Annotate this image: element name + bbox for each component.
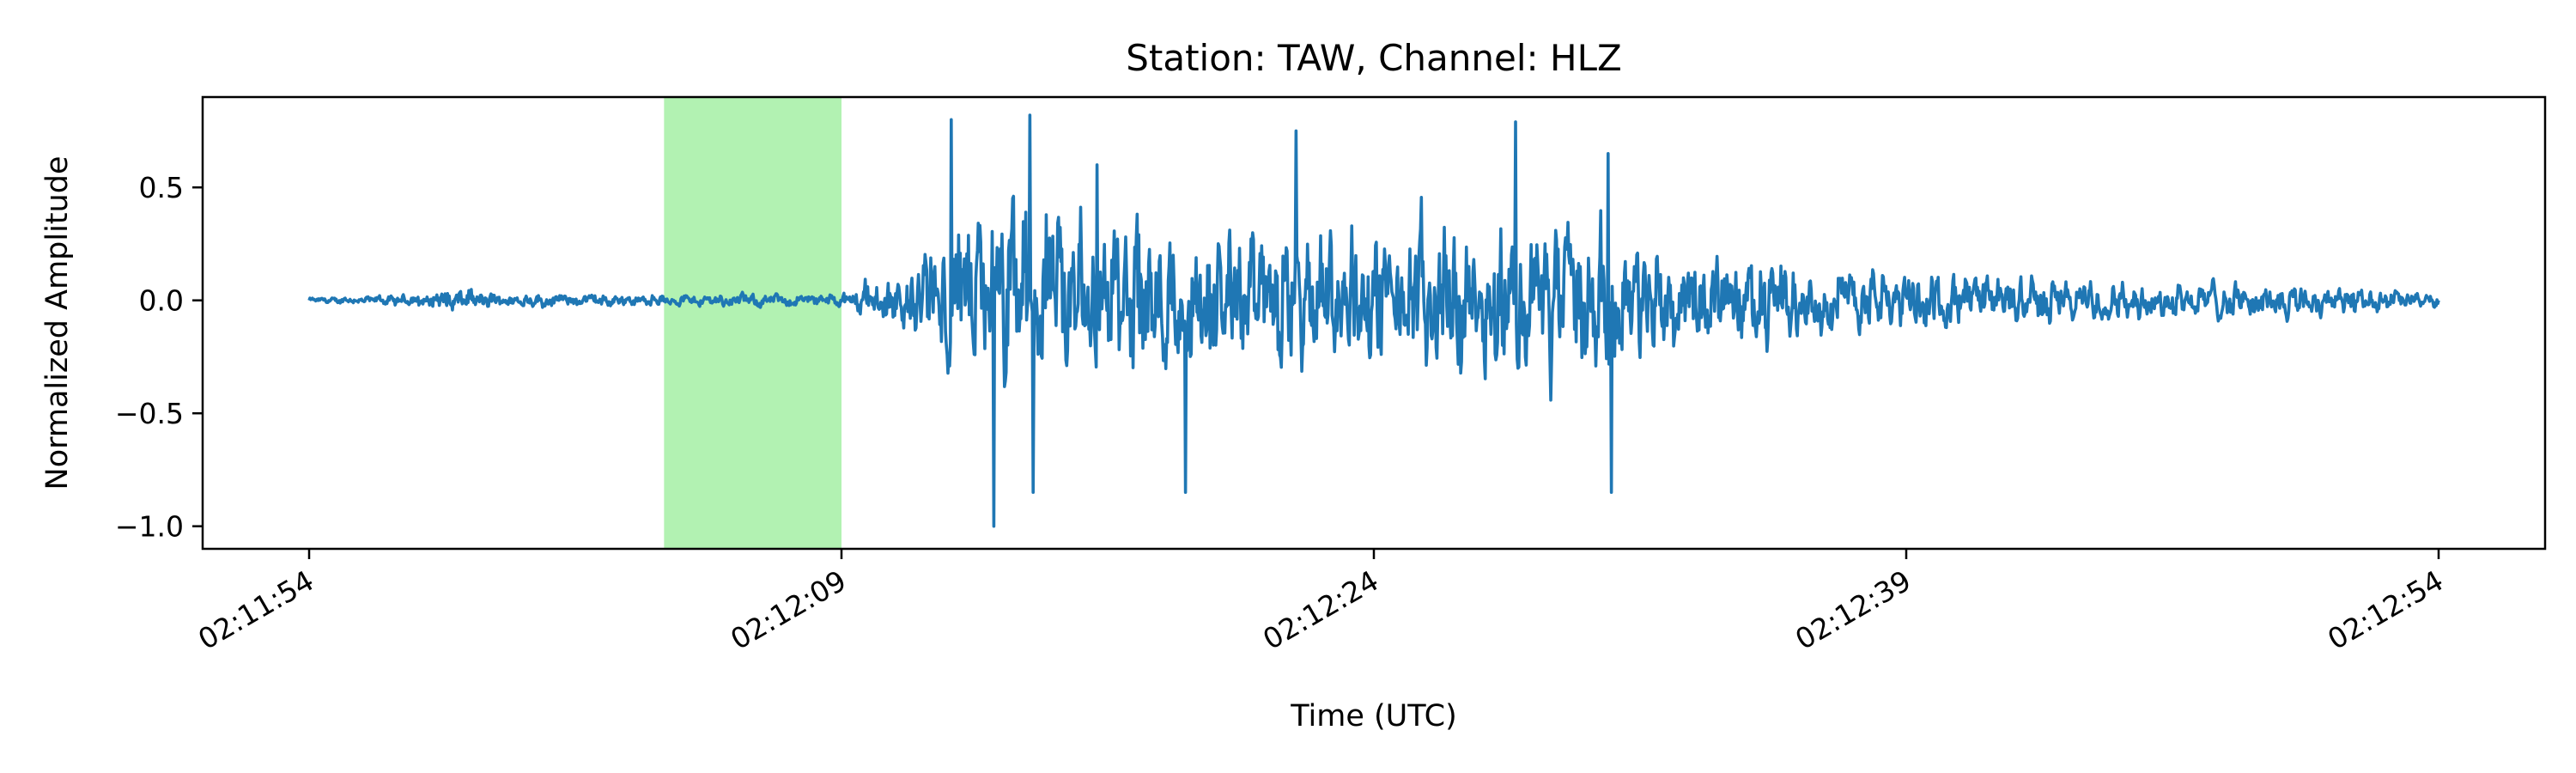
y-tick-label: 0.0 xyxy=(139,284,184,318)
x-axis-label: Time (UTC) xyxy=(1290,699,1456,733)
chart-title: Station: TAW, Channel: HLZ xyxy=(1126,37,1622,79)
y-axis: 0.5 0.0 −0.5 −1.0 xyxy=(115,171,203,544)
y-axis-label: Normalized Amplitude xyxy=(40,156,75,490)
y-tick-label: 0.5 xyxy=(139,171,184,204)
highlight-span xyxy=(664,97,841,549)
waveform-trace xyxy=(307,113,2440,528)
y-tick-label: −0.5 xyxy=(115,397,184,430)
waveform-trace-group xyxy=(307,113,2440,528)
y-tick-label: −1.0 xyxy=(115,510,184,544)
